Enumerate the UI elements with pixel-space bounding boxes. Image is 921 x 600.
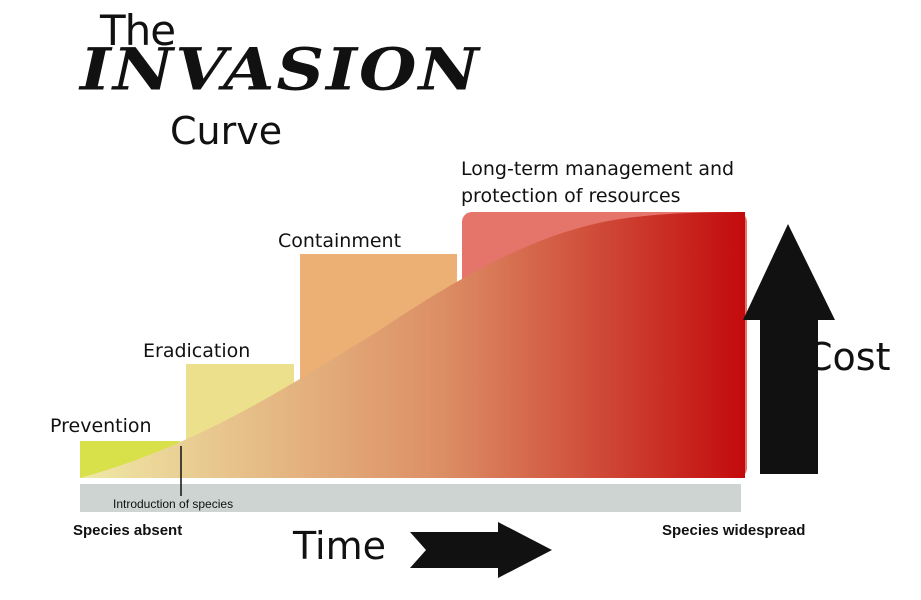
species-absent-label: Species absent — [73, 522, 183, 539]
invasion-curve-area — [80, 212, 745, 478]
stage-label-long-term-line1: Long-term management and — [461, 158, 735, 180]
time-axis-label: Time — [293, 524, 386, 568]
cost-axis-label: Cost — [806, 335, 891, 379]
stage-label-eradication: Eradication — [143, 340, 251, 362]
stage-label-containment: Containment — [278, 230, 402, 252]
title-the: The — [100, 6, 176, 55]
time-arrow-icon — [410, 522, 552, 578]
title-curve: Curve — [170, 109, 283, 153]
introduction-of-species-label: Introduction of species — [113, 497, 234, 511]
stage-label-long-term-line2: protection of resources — [461, 185, 681, 207]
stage-label-prevention: Prevention — [50, 415, 152, 437]
species-widespread-label: Species widespread — [662, 522, 806, 539]
title-invasion: INVASION — [80, 34, 481, 104]
cost-arrow-icon — [743, 224, 835, 474]
timeline-bar — [80, 484, 741, 512]
